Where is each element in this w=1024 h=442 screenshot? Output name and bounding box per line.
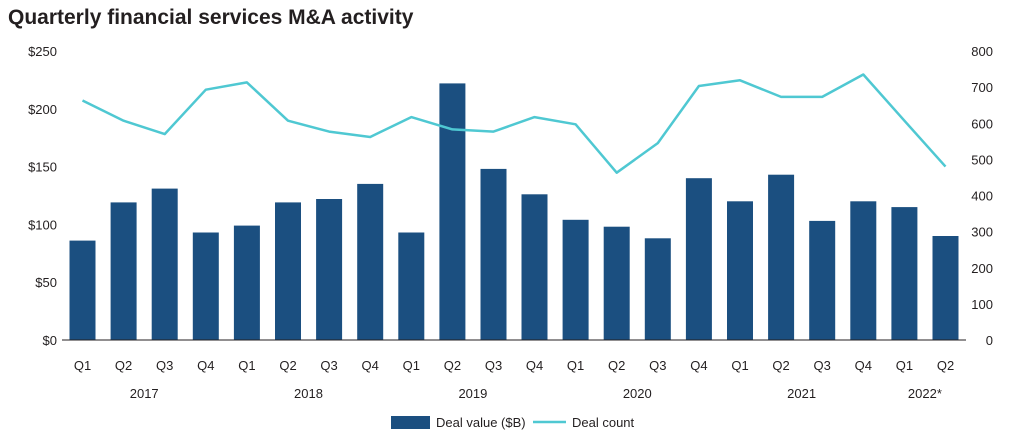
bar-deal-value (644, 238, 671, 340)
bars-layer (69, 83, 959, 341)
x-tick-label: Q1 (403, 358, 420, 373)
y-right-tick-label: 300 (971, 225, 993, 240)
x-tick-label: Q4 (690, 358, 707, 373)
x-tick-label: Q4 (197, 358, 214, 373)
bar-deal-value (357, 183, 384, 340)
bar-deal-value (891, 207, 918, 340)
deal-count-line (81, 73, 947, 174)
bar-deal-value (480, 168, 507, 340)
bar-deal-value (562, 219, 589, 340)
bar-deal-value (727, 201, 753, 340)
x-tick-label: Q1 (74, 358, 91, 373)
x-tick-label: Q1 (731, 358, 748, 373)
x-group-label: 2018 (294, 386, 323, 401)
legend-label-deal-value: Deal value ($B) (436, 415, 526, 430)
bar-deal-value (233, 225, 260, 340)
y-right-tick-label: 700 (971, 80, 993, 95)
x-tick-label: Q2 (608, 358, 625, 373)
x-tick-label: Q2 (937, 358, 954, 373)
bar-deal-value (521, 194, 548, 340)
y-right-tick-label: 500 (971, 152, 993, 167)
y-left-tick-label: $200 (28, 102, 57, 117)
y-right-tick-label: 600 (971, 116, 993, 131)
x-tick-label: Q1 (238, 358, 255, 373)
bar-deal-value (685, 178, 712, 340)
x-tick-label: Q2 (115, 358, 132, 373)
bar-deal-value (439, 83, 466, 341)
x-tick-label: Q2 (772, 358, 789, 373)
x-tick-label: Q3 (649, 358, 666, 373)
bar-deal-value (932, 236, 959, 340)
x-group-label: 2019 (458, 386, 487, 401)
y-left-tick-label: $150 (28, 160, 57, 175)
bar-deal-value (192, 232, 219, 340)
y-right-tick-label: 800 (971, 44, 993, 59)
y-left-tick-label: $50 (35, 275, 57, 290)
bar-deal-value (316, 199, 343, 340)
bar-deal-value (110, 202, 137, 340)
x-group-label: 2017 (130, 386, 159, 401)
x-group-label: 2022* (908, 386, 942, 401)
legend-label-deal-count: Deal count (572, 415, 635, 430)
x-tick-label: Q3 (320, 358, 337, 373)
x-tick-label: Q2 (444, 358, 461, 373)
x-tick-label: Q3 (156, 358, 173, 373)
x-tick-label: Q4 (526, 358, 543, 373)
x-group-label: 2020 (623, 386, 652, 401)
bar-deal-value (151, 188, 178, 340)
line-layer (81, 73, 947, 174)
legend: Deal value ($B) Deal count (391, 415, 635, 430)
y-right-tick-label: 400 (971, 189, 993, 204)
bar-deal-value (768, 174, 795, 340)
y-right-tick-label: 0 (986, 333, 993, 348)
bar-deal-value (398, 232, 425, 340)
chart-title: Quarterly financial services M&A activit… (8, 6, 414, 29)
x-tick-label: Q2 (279, 358, 296, 373)
x-tick-label: Q4 (362, 358, 379, 373)
bar-deal-value (850, 201, 877, 340)
legend-swatch-deal-value (391, 416, 430, 429)
y-left-tick-label: $250 (28, 44, 57, 59)
x-group-label: 2021 (787, 386, 816, 401)
x-tick-label: Q1 (896, 358, 913, 373)
bar-deal-value (69, 240, 96, 340)
y-left-tick-label: $0 (43, 333, 57, 348)
x-tick-label: Q3 (814, 358, 831, 373)
bar-deal-value (809, 220, 836, 340)
y-left-tick-label: $100 (28, 217, 57, 232)
y-right-tick-label: 100 (971, 297, 993, 312)
x-tick-label: Q3 (485, 358, 502, 373)
bar-deal-value (275, 202, 301, 340)
x-tick-label: Q4 (855, 358, 872, 373)
y-right-tick-label: 200 (971, 261, 993, 276)
bar-deal-value (603, 226, 630, 340)
x-tick-label: Q1 (567, 358, 584, 373)
axes-layer: $0 $50 $100 $150 $200 $250 0 100 200 300 400 500 600… (28, 44, 993, 401)
